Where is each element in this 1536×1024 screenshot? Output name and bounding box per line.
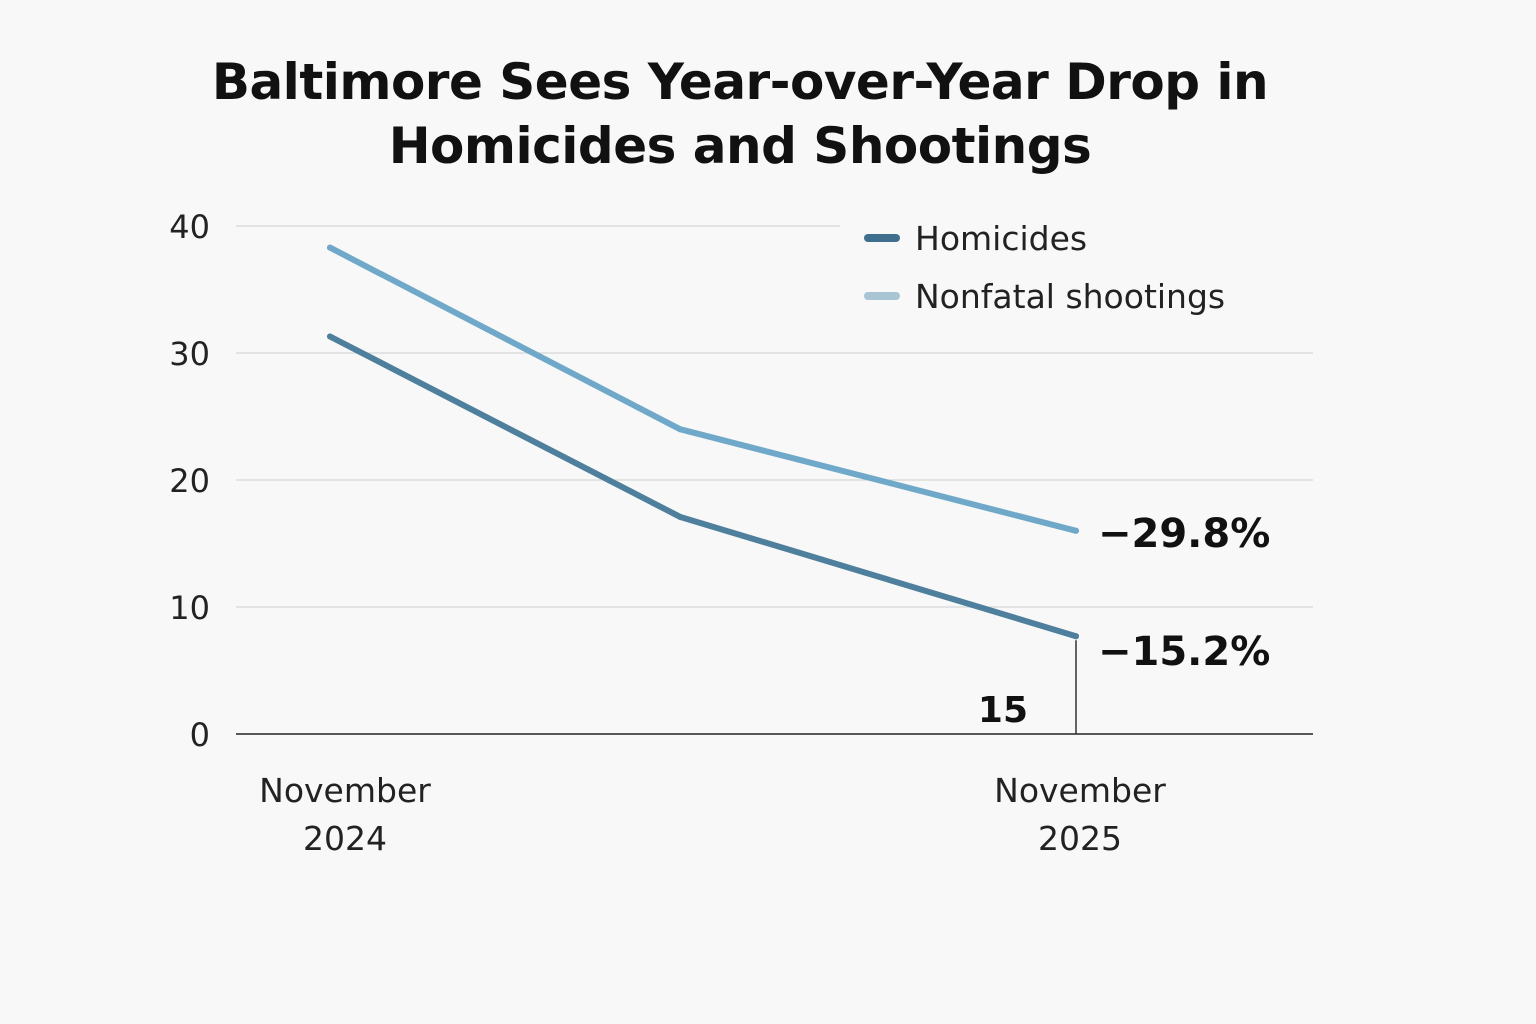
y-tick-label-20: 20 <box>169 462 210 500</box>
data-point-nonfatal-shootings-2 <box>1073 527 1079 534</box>
y-tick-label-10: 10 <box>169 589 210 627</box>
annotations: 15 <box>978 640 1077 734</box>
chart-title-line-2: Homicides and Shootings <box>388 117 1092 175</box>
chart-title-line-1: Baltimore Sees Year-over-Year Drop in <box>211 53 1269 111</box>
x-axis-categories: November 2024 November 2025 <box>259 771 1166 858</box>
series-line-homicides <box>327 333 1079 640</box>
legend-label-homicides: Homicides <box>915 219 1087 258</box>
x-category-label-0-line-1: November <box>259 771 431 810</box>
y-tick-label-0: 0 <box>190 716 210 754</box>
legend-label-nonfatal-shootings: Nonfatal shootings <box>915 277 1225 316</box>
x-category-label-2-line-1: November <box>994 771 1166 810</box>
gridlines <box>236 225 1313 735</box>
end-label-homicides: −15.2% <box>1098 629 1270 675</box>
x-category-label-0-line-2: 2024 <box>303 819 387 858</box>
series-lines: −15.2% −29.8% <box>327 244 1270 675</box>
legend: Homicides Nonfatal shootings <box>864 219 1225 316</box>
data-point-homicides-1 <box>677 513 683 520</box>
y-tick-label-40: 40 <box>169 208 210 246</box>
x-category-label-2-line-2: 2025 <box>1038 819 1122 858</box>
chart-title: Baltimore Sees Year-over-Year Drop in Ho… <box>160 50 1320 178</box>
data-point-nonfatal-shootings-0 <box>327 244 333 251</box>
data-point-homicides-2 <box>1073 633 1079 640</box>
end-label-nonfatal-shootings: −29.8% <box>1098 511 1270 557</box>
data-point-nonfatal-shootings-1 <box>677 426 683 433</box>
y-tick-label-30: 30 <box>169 335 210 373</box>
y-axis-ticks: 0 10 20 30 40 <box>169 208 210 754</box>
data-point-homicides-0 <box>327 333 333 340</box>
annotation-label-0: 15 <box>978 690 1028 731</box>
